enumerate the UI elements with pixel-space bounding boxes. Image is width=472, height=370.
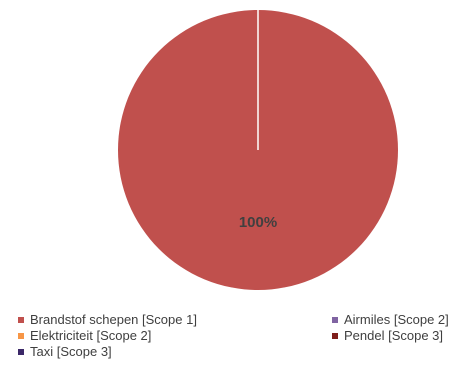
legend-item: Taxi [Scope 3] — [18, 344, 112, 360]
legend-label: Elektriciteit [Scope 2] — [30, 328, 152, 343]
legend-label: Airmiles [Scope 2] — [344, 312, 449, 327]
legend-label: Pendel [Scope 3] — [344, 328, 444, 343]
legend-swatch — [18, 349, 24, 355]
legend-item: Elektriciteit [Scope 2] — [18, 328, 151, 344]
legend-item: Pendel [Scope 3] — [332, 328, 443, 344]
chart-legend: Brandstof schepen [Scope 1] Airmiles [Sc… — [0, 312, 472, 370]
legend-item: Airmiles [Scope 2] — [332, 312, 449, 328]
legend-swatch — [18, 317, 24, 323]
pie-chart: 100% — [118, 10, 398, 290]
legend-swatch — [332, 333, 338, 339]
legend-label: Taxi [Scope 3] — [30, 344, 112, 359]
legend-item: Brandstof schepen [Scope 1] — [18, 312, 197, 328]
data-label: 100% — [239, 214, 277, 231]
legend-swatch — [18, 333, 24, 339]
legend-swatch — [332, 317, 338, 323]
legend-label: Brandstof schepen [Scope 1] — [30, 312, 197, 327]
